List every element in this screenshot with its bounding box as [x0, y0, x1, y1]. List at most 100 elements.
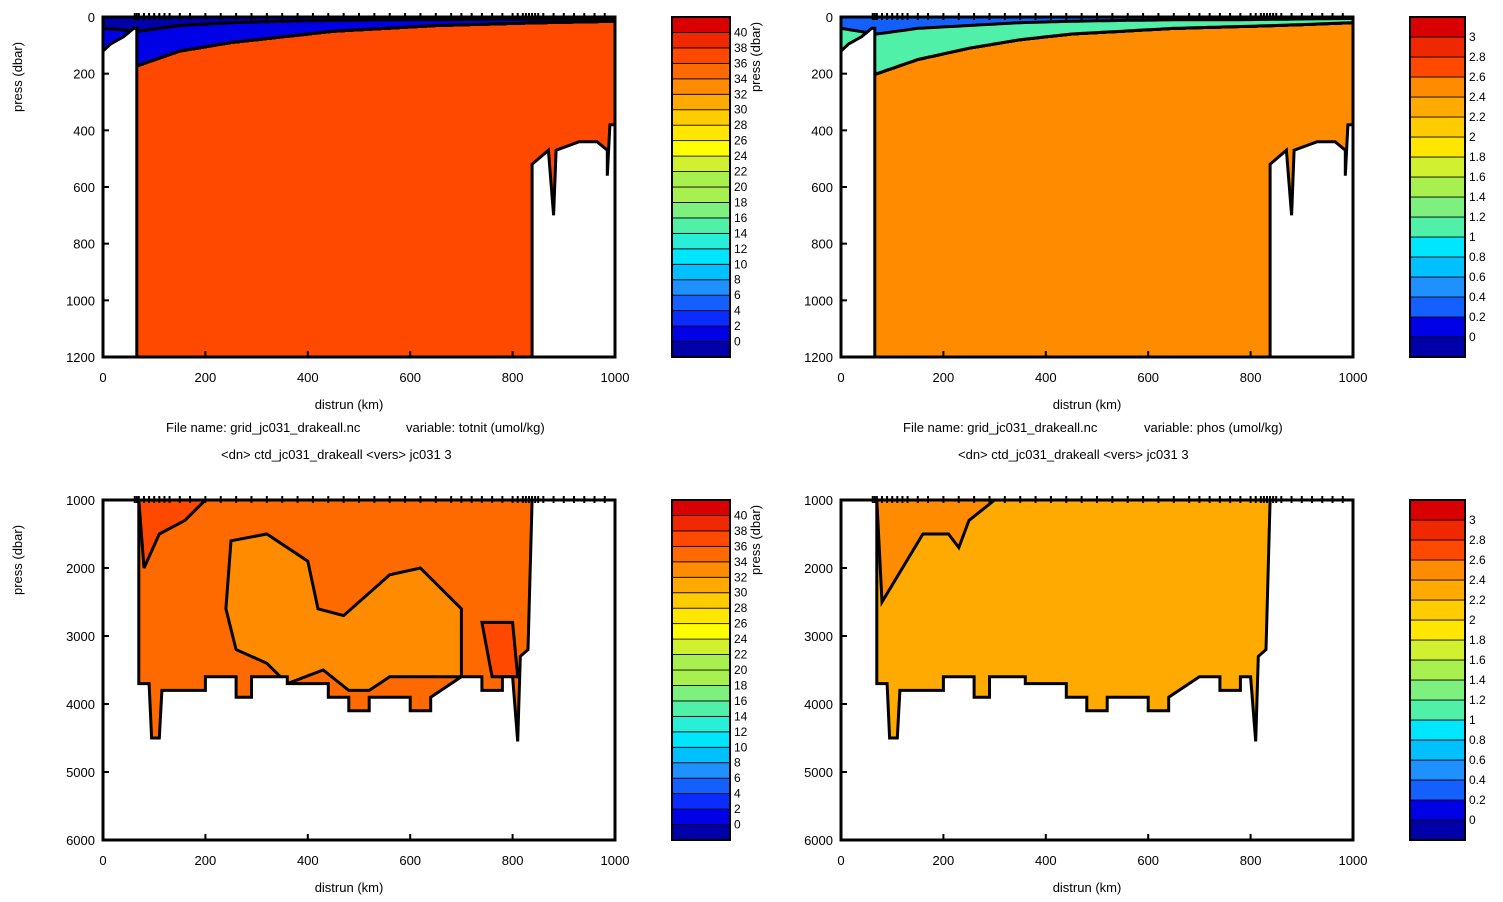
colorbar-label: 22 — [734, 648, 748, 662]
x-tick-label: 200 — [195, 370, 217, 385]
colorbar-swatch — [1409, 679, 1466, 701]
colorbar-swatch — [671, 202, 731, 219]
colorbar-label: 36 — [734, 56, 748, 70]
x-tick-label: 800 — [502, 853, 524, 868]
mask-left — [103, 26, 139, 357]
colorbar-title: press (dbar) — [748, 22, 763, 92]
colorbar-label: 1.4 — [1469, 190, 1486, 204]
colorbar-label: 0.8 — [1469, 733, 1486, 747]
fill-base — [841, 17, 1353, 357]
colorbar-swatch — [671, 186, 731, 203]
colorbar-label: 20 — [734, 663, 748, 677]
colorbar-swatch — [1409, 196, 1466, 218]
x-tick-label: 600 — [1137, 370, 1159, 385]
y-tick-label: 5000 — [804, 765, 833, 780]
colorbar-label: 1.6 — [1469, 653, 1486, 667]
x-axis-label: distrun (km) — [315, 397, 384, 412]
mask-left — [841, 26, 877, 357]
x-tick-label: 0 — [99, 853, 106, 868]
colorbar-label: 38 — [734, 41, 748, 55]
colorbar-label: 40 — [734, 508, 748, 522]
colorbar-swatch — [1409, 499, 1466, 521]
x-tick-label: 800 — [1240, 853, 1262, 868]
colorbar-label: 40 — [734, 25, 748, 39]
colorbar-label: 0.2 — [1469, 310, 1486, 324]
colorbar-swatch — [671, 263, 731, 281]
x-tick-label: 800 — [502, 370, 524, 385]
colorbar-label: 0.2 — [1469, 793, 1486, 807]
caption-right-file: File name: grid_jc031_drakeall.nc — [903, 420, 1098, 435]
colorbar-swatch — [671, 217, 731, 234]
colorbar: 0 0.2 0.4 0.6 0.8 1 1.2 1.4 1.6 1.8 2 2.2 2.4 2.6 2.8 3 — [1409, 16, 1486, 358]
colorbar-label: 0.8 — [1469, 250, 1486, 264]
x-tick-label: 200 — [195, 853, 217, 868]
colorbar-swatch — [1409, 36, 1466, 58]
colorbar-swatch — [671, 16, 731, 33]
contour-band — [103, 17, 615, 32]
colorbar-label: 2.8 — [1469, 50, 1486, 64]
colorbar-swatch — [671, 93, 731, 111]
colorbar-swatch — [671, 294, 731, 312]
plot-area — [103, 500, 615, 840]
colorbar-frame — [1409, 499, 1466, 841]
colorbar-swatch — [1409, 16, 1466, 38]
colorbar-swatch — [1409, 76, 1466, 98]
colorbar-label: 22 — [734, 165, 748, 179]
colorbar-label: 32 — [734, 87, 748, 101]
colorbar-swatch — [671, 715, 731, 733]
x-tick-label: 400 — [297, 853, 319, 868]
colorbar-swatch — [671, 171, 731, 188]
x-tick-label: 0 — [837, 853, 844, 868]
colorbar-swatch — [671, 232, 731, 250]
colorbar-label: 8 — [734, 756, 741, 770]
y-axis-label: press (dbar) — [10, 525, 25, 595]
y-tick-label: 0 — [826, 10, 833, 25]
y-tick-label: 800 — [811, 237, 833, 252]
x-tick-label: 200 — [933, 370, 955, 385]
colorbar-label: 2.2 — [1469, 593, 1486, 607]
colorbar-swatch — [671, 499, 731, 516]
colorbar-label: 4 — [734, 304, 741, 318]
colorbar-label: 6 — [734, 771, 741, 785]
colorbar-label: 4 — [734, 787, 741, 801]
colorbar-swatch — [1409, 659, 1466, 681]
y-tick-label: 400 — [811, 123, 833, 138]
mask-right — [1268, 123, 1353, 357]
colorbar-swatch — [671, 762, 731, 779]
colorbar-label: 0 — [734, 335, 741, 349]
colorbar-label: 10 — [734, 740, 748, 754]
colorbar-swatch — [671, 654, 731, 671]
colorbar-label: 2 — [734, 319, 741, 333]
colorbar-swatch — [671, 700, 731, 717]
colorbar-swatch — [671, 32, 731, 49]
x-axis-label: distrun (km) — [315, 880, 384, 895]
colorbar-swatch — [671, 638, 731, 655]
colorbar: 0 0.2 0.4 0.6 0.8 1 1.2 1.4 1.6 1.8 2 2.2 2.4 2.6 2.8 3 — [1409, 499, 1486, 841]
colorbar-swatch — [671, 777, 731, 795]
colorbar-label: 2.4 — [1469, 573, 1486, 587]
x-axis-label: distrun (km) — [1053, 880, 1122, 895]
x-tick-label: 0 — [837, 370, 844, 385]
plot-area — [103, 17, 615, 357]
x-tick-label: 1000 — [1339, 370, 1368, 385]
colorbar-swatch — [1409, 719, 1466, 741]
colorbar-swatch — [671, 545, 731, 563]
colorbar-swatch — [671, 515, 731, 532]
colorbar-label: 1.2 — [1469, 210, 1486, 224]
colorbar-label: 16 — [734, 211, 748, 225]
x-tick-label: 1000 — [601, 370, 630, 385]
colorbar-frame — [671, 499, 731, 841]
contour-band — [103, 17, 615, 66]
y-tick-label: 200 — [811, 67, 833, 82]
colorbar-label: 1.4 — [1469, 673, 1486, 687]
y-axis-label: press (dbar) — [10, 42, 25, 112]
colorbar-swatch — [1409, 56, 1466, 78]
colorbar-swatch — [1409, 296, 1466, 318]
colorbar-label: 0.4 — [1469, 290, 1486, 304]
colorbar-label: 6 — [734, 288, 741, 302]
colorbar-swatch — [671, 669, 731, 686]
colorbar-swatch — [1409, 156, 1466, 178]
